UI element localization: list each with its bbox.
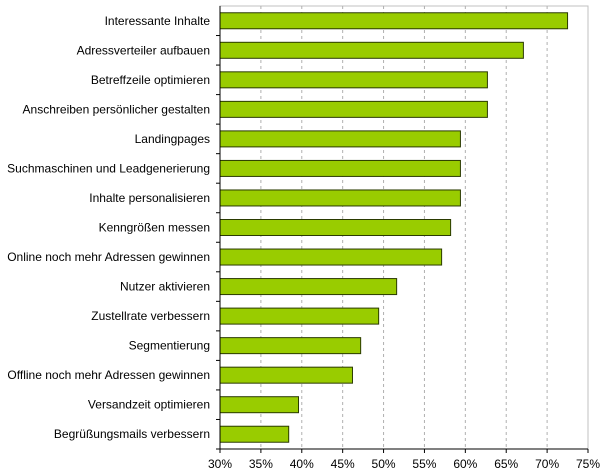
x-tick-label: 70%: [535, 457, 559, 471]
bar: [219, 41, 524, 59]
category-label: Landingpages: [135, 132, 210, 146]
category-label: Online noch mehr Adressen gewinnen: [7, 250, 210, 264]
bar: [219, 100, 488, 118]
x-tick-label: 30%: [208, 457, 232, 471]
bar: [219, 425, 290, 443]
category-label: Kenngrößen messen: [99, 221, 210, 235]
bar: [219, 278, 398, 296]
category-label: Offline noch mehr Adressen gewinnen: [7, 368, 210, 382]
x-tick-label: 50%: [372, 457, 396, 471]
category-label: Segmentierung: [129, 339, 210, 353]
x-tick-label: 55%: [412, 457, 436, 471]
bar: [219, 219, 452, 236]
x-tick-label: 60%: [453, 457, 477, 471]
bar: [219, 307, 380, 325]
bar: [219, 71, 488, 89]
bar: [219, 159, 461, 177]
bar: [219, 396, 300, 414]
x-tick-label: 75%: [576, 457, 600, 471]
x-tick-label: 40%: [290, 457, 314, 471]
x-tick-label: 65%: [494, 457, 518, 471]
bar: [219, 337, 362, 355]
category-label: Zustellrate verbessern: [91, 309, 210, 323]
bar: [219, 189, 461, 207]
category-label: Betreffzeile optimieren: [91, 73, 210, 87]
bar: [219, 12, 569, 30]
x-tick-label: 45%: [331, 457, 355, 471]
x-tick-label: 35%: [249, 457, 273, 471]
category-label: Adressverteiler aufbauen: [77, 43, 210, 57]
category-label: Inhalte personalisieren: [89, 191, 210, 205]
category-label: Anschreiben persönlicher gestalten: [23, 102, 210, 116]
category-label: Versandzeit optimieren: [88, 398, 210, 412]
bar: [219, 248, 443, 266]
bar: [219, 130, 461, 148]
category-label: Interessante Inhalte: [105, 14, 211, 28]
category-label: Suchmaschinen und Leadgenerierung: [7, 161, 210, 175]
category-label: Nutzer aktivieren: [120, 280, 210, 294]
bar: [219, 366, 353, 384]
category-label: Begrüßungsmails verbessern: [54, 427, 210, 441]
